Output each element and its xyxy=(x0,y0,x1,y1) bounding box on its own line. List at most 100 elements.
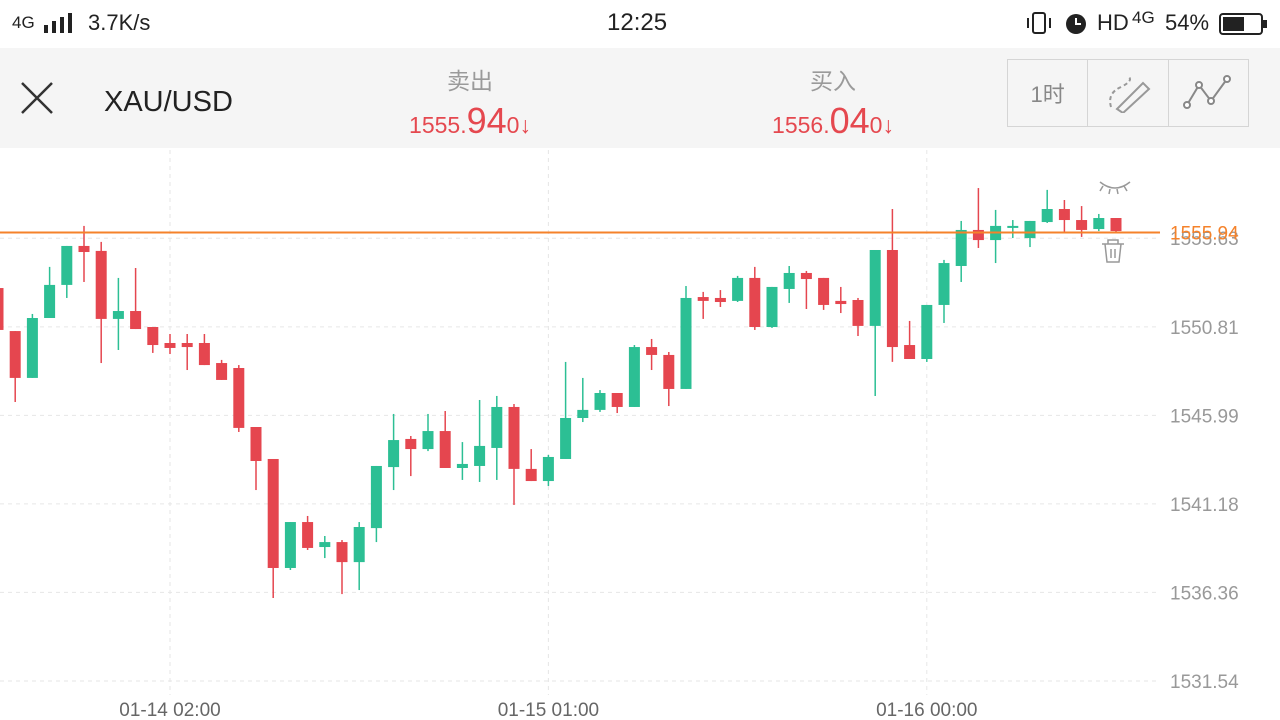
buy-price: 1556.040↓ xyxy=(723,100,943,142)
candle-body xyxy=(714,297,726,303)
candle-body xyxy=(61,245,73,285)
candle-body xyxy=(852,299,864,326)
status-icons xyxy=(1027,12,1086,34)
candle-body xyxy=(938,263,950,305)
candle-body xyxy=(405,438,417,450)
candle-body xyxy=(439,431,451,468)
y-tick-label: 1545.99 xyxy=(1170,406,1239,427)
candle-body xyxy=(198,343,210,366)
timeframe-button[interactable]: 1时 xyxy=(1008,60,1089,126)
candle-body xyxy=(26,318,38,378)
candle-body xyxy=(1024,220,1036,239)
candle-body xyxy=(680,297,692,389)
y-tick-label: 1531.54 xyxy=(1170,672,1239,693)
candle-body xyxy=(749,277,761,328)
candle-body xyxy=(1110,218,1122,232)
indicator-button[interactable] xyxy=(1169,60,1248,126)
price-small: 0 xyxy=(506,112,520,138)
price-arrow: ↓ xyxy=(882,112,894,138)
battery-level: 54% xyxy=(1165,10,1210,35)
candle-body xyxy=(628,347,640,407)
candle-body xyxy=(542,456,554,482)
candle-body xyxy=(766,286,778,328)
candle-body xyxy=(370,465,382,529)
symbol: XAU/USD xyxy=(104,86,233,118)
candle-body xyxy=(508,406,520,469)
plot-area: 1531.54 1536.36 1541.18 1545.99 1550.81 1555.… xyxy=(0,150,1239,720)
x-tick-label: 01-15 01:00 xyxy=(498,700,599,720)
candle-body xyxy=(818,277,830,305)
candle-body xyxy=(78,245,90,253)
candle-body xyxy=(1076,220,1088,230)
candle-body xyxy=(422,431,434,450)
y-tick-label: 1541.18 xyxy=(1170,495,1239,516)
candle-body xyxy=(147,327,159,346)
delete-icon[interactable] xyxy=(1102,239,1124,263)
price-main: 1556. xyxy=(772,112,830,138)
candle-body xyxy=(1093,218,1105,230)
candle-body xyxy=(284,522,296,568)
candle-body xyxy=(250,427,262,462)
close-button[interactable] xyxy=(20,81,54,115)
candle-body xyxy=(1007,225,1019,228)
candle-body xyxy=(491,406,503,448)
candle-body xyxy=(44,284,56,319)
draw-button[interactable] xyxy=(1088,60,1169,126)
candle-body xyxy=(95,250,107,319)
sell-label: 卖出 xyxy=(447,68,493,94)
price-big: 94 xyxy=(466,100,507,141)
candle-body xyxy=(560,417,572,459)
candle-body xyxy=(353,526,365,563)
network-type: 4G xyxy=(12,13,35,32)
candle-body xyxy=(1041,209,1053,223)
candle-body xyxy=(611,392,623,407)
clock: 12:25 xyxy=(607,9,668,36)
candle-body xyxy=(972,229,984,241)
candle-body xyxy=(164,343,176,348)
candle-body xyxy=(181,343,193,348)
price-main: 1555. xyxy=(409,112,467,138)
buy-quote[interactable]: 买入 1556.040↓ xyxy=(723,62,943,142)
candle-body xyxy=(336,542,348,563)
candle-body xyxy=(594,392,606,410)
x-tick-label: 01-16 00:00 xyxy=(876,700,977,720)
y-tick-label: 1536.36 xyxy=(1170,583,1239,604)
price-big: 04 xyxy=(829,100,870,141)
battery-icon xyxy=(1219,13,1267,35)
candle-body xyxy=(886,249,898,348)
x-tick-label: 01-14 02:00 xyxy=(119,700,220,720)
candle-body xyxy=(955,229,967,266)
signal-icon xyxy=(44,13,72,33)
candle-body xyxy=(835,300,847,305)
candle-body xyxy=(921,304,933,359)
candle-body xyxy=(663,354,675,389)
candle-body xyxy=(112,311,124,319)
toolbar: 1时 xyxy=(1007,59,1249,127)
candle-body xyxy=(233,368,245,428)
candle-body xyxy=(800,272,812,280)
y-tick-label: 1550.81 xyxy=(1170,318,1239,339)
sell-quote[interactable]: 卖出 1555.940↓ xyxy=(360,62,580,142)
price-line-label: 1555.94 xyxy=(1170,224,1239,245)
candle-body xyxy=(732,277,744,301)
candle-body xyxy=(0,288,4,330)
eye-icon[interactable] xyxy=(1099,181,1131,195)
header: XAU/USD 卖出 1555.940↓ 买入 1556.040↓ 1时 xyxy=(0,48,1280,148)
sell-price: 1555.940↓ xyxy=(360,100,580,142)
network-speed: 3.7K/s xyxy=(88,10,151,35)
candle-body xyxy=(869,249,881,326)
candle-body xyxy=(697,297,709,301)
candle-body xyxy=(1058,209,1070,221)
candle-body xyxy=(130,311,142,330)
candle-body xyxy=(216,363,228,380)
network-type-2: 4G xyxy=(1132,8,1155,27)
candle-body xyxy=(319,542,331,548)
y-tick-label: 1555.63 xyxy=(1170,229,1239,250)
candle-body xyxy=(9,331,21,378)
candle-body xyxy=(474,445,486,466)
candle-body xyxy=(783,272,795,289)
candle-body xyxy=(525,468,537,482)
price-small: 0 xyxy=(869,112,883,138)
